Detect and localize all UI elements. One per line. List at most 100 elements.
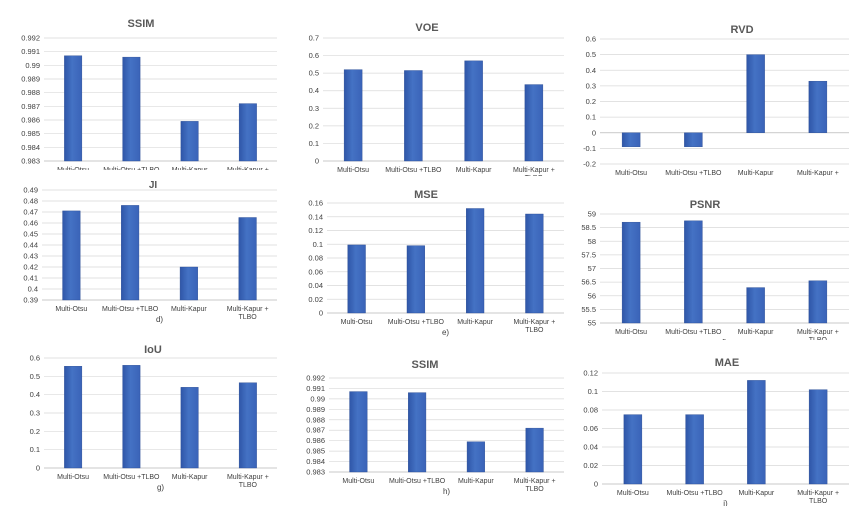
chart-svg-3: -0.2 -0.1 0 0.1 0.2 0.3 0.4 0.5 0.6 RVD Multi-Otsu… — [583, 24, 849, 176]
chart-panel-7: 0 0.1 0.2 0.3 0.4 0.5 0.6 IoU Multi-Otsu Multi-Ot… — [0, 340, 283, 500]
y-tick-label: 0.2 — [309, 121, 319, 130]
chart-title: RVD — [730, 24, 753, 36]
y-tick-label: 0.99 — [25, 61, 40, 70]
y-tick-label: 0.48 — [23, 197, 38, 206]
y-tick-label: 0.3 — [30, 409, 40, 418]
y-tick-label: 0.6 — [586, 35, 596, 44]
y-tick-label: 0.992 — [21, 34, 40, 43]
y-tick-label: 0.47 — [23, 208, 38, 217]
y-tick-label: 0.4 — [586, 66, 596, 75]
y-tick-label: 0.04 — [583, 443, 598, 452]
y-tick-label: 0.08 — [583, 406, 598, 415]
x-tick-label: Multi-Otsu — [337, 167, 369, 174]
y-tick-label: 0.5 — [586, 50, 596, 59]
y-tick-label: 0.986 — [21, 116, 40, 125]
chart-title: IoU — [144, 344, 162, 356]
chart-title: PSNR — [690, 199, 721, 211]
x-tick-label: Multi-Otsu +TLBO — [665, 170, 722, 176]
y-tick-label: 0.06 — [308, 267, 323, 276]
x-tick-label: Multi-Kapur — [172, 167, 208, 170]
y-tick-label: 0.04 — [308, 281, 323, 290]
y-tick-label: 0.41 — [23, 274, 38, 283]
bar — [349, 391, 368, 473]
y-tick-label: 0.984 — [21, 143, 40, 152]
bar — [238, 217, 257, 301]
y-tick-label: 0.46 — [23, 219, 38, 228]
x-tick-label: Multi-Kapur — [738, 170, 774, 176]
chart-svg-7: 0 0.1 0.2 0.3 0.4 0.5 0.6 IoU Multi-Otsu Multi-Ot… — [30, 344, 277, 492]
y-tick-label: 0.4 — [28, 285, 38, 294]
x-tick-label: Multi-Otsu +TLBO — [388, 319, 445, 326]
y-tick-label: 0 — [592, 128, 596, 137]
y-tick-label: 0.12 — [308, 226, 323, 235]
bar — [685, 414, 704, 485]
bar — [406, 245, 425, 314]
y-tick-label: -0.2 — [583, 160, 596, 169]
bar — [525, 427, 544, 473]
bar — [121, 205, 140, 301]
chart-panel-2: 0 0.1 0.2 0.3 0.4 0.5 0.6 0.7 VOE Multi-Otsu Multi… — [285, 10, 570, 176]
y-tick-label: 0.1 — [313, 240, 323, 249]
y-tick-label: 0.99 — [310, 394, 325, 403]
bar — [684, 220, 703, 324]
bar — [684, 132, 703, 148]
y-tick-label: 56 — [588, 291, 596, 300]
bar — [621, 221, 641, 324]
chart-title: VOE — [415, 22, 438, 34]
y-tick-label: 0.983 — [306, 468, 325, 477]
panel-label: i) — [723, 499, 728, 506]
y-tick-label: 0.1 — [30, 445, 40, 454]
chart-panel-4: 0.39 0.4 0.41 0.42 0.43 0.44 0.45 0.46 0.47 0.48 0… — [0, 180, 283, 330]
x-tick-label: Multi-Kapur — [172, 474, 208, 481]
y-tick-label: 0 — [315, 157, 319, 166]
y-tick-label: 57 — [588, 264, 596, 273]
y-tick-label: 0.3 — [586, 81, 596, 90]
y-tick-label: 0 — [319, 309, 323, 318]
chart-svg-4: 0.39 0.4 0.41 0.42 0.43 0.44 0.45 0.46 0.47 0.48 0… — [23, 180, 277, 324]
y-tick-label: 0.985 — [306, 447, 325, 456]
panel-label: f) — [722, 338, 727, 340]
bar — [343, 69, 363, 162]
x-tick-label: Multi-Otsu — [341, 319, 373, 326]
x-tick-label: Multi-Otsu +TLBO — [385, 167, 442, 174]
x-tick-label: Multi-Otsu +TLBO — [103, 167, 160, 170]
bar — [746, 287, 765, 324]
x-tick-label: Multi-Kapur — [738, 329, 774, 336]
bar — [180, 387, 199, 469]
y-tick-label: 55.5 — [581, 305, 596, 314]
y-tick-label: 0.987 — [306, 426, 325, 435]
bar — [179, 266, 198, 301]
y-tick-label: 0.983 — [21, 157, 40, 166]
y-tick-label: 0.992 — [306, 374, 325, 383]
x-tick-label: Multi-Kapur +TLBO — [513, 167, 555, 176]
x-tick-label: Multi-Otsu +TLBO — [103, 474, 160, 481]
x-tick-label: Multi-Otsu — [615, 329, 647, 336]
bar — [808, 80, 828, 133]
y-tick-label: 0.991 — [21, 47, 40, 56]
x-tick-label: Multi-Otsu — [57, 474, 89, 481]
x-tick-label: Multi-Kapur — [171, 306, 207, 313]
y-tick-label: 0.6 — [309, 51, 319, 60]
y-tick-label: 0.2 — [30, 427, 40, 436]
chart-panel-9: 0 0.02 0.04 0.06 0.08 0.1 0.12 MAE Multi-Otsu Mul… — [572, 340, 855, 506]
bar — [408, 392, 427, 473]
chart-svg-9: 0 0.02 0.04 0.06 0.08 0.1 0.12 MAE Multi-Otsu Mul… — [583, 357, 849, 506]
panel-label: g) — [157, 483, 164, 492]
bar — [623, 414, 643, 485]
bar — [466, 208, 485, 314]
y-tick-label: 0.02 — [583, 461, 598, 470]
y-tick-label: 0.5 — [30, 372, 40, 381]
y-tick-label: 0.6 — [30, 354, 40, 363]
chart-panel-1: 0.983 0.984 0.985 0.986 0.987 0.988 0.989 0.99 0… — [0, 10, 283, 170]
bar — [180, 121, 199, 162]
x-tick-label: Multi-Kapur — [738, 490, 774, 497]
y-tick-label: 0.06 — [583, 424, 598, 433]
bar — [747, 380, 766, 485]
chart-svg-8: 0.9830.9840.9850.9860.9870.9880.9890.990… — [306, 359, 564, 496]
y-tick-label: 0.989 — [306, 405, 325, 414]
x-tick-label: Multi-Otsu +TLBO — [667, 490, 724, 497]
y-tick-label: 0.1 — [586, 113, 596, 122]
y-tick-label: 59 — [588, 210, 596, 219]
y-tick-label: 55 — [588, 319, 596, 328]
